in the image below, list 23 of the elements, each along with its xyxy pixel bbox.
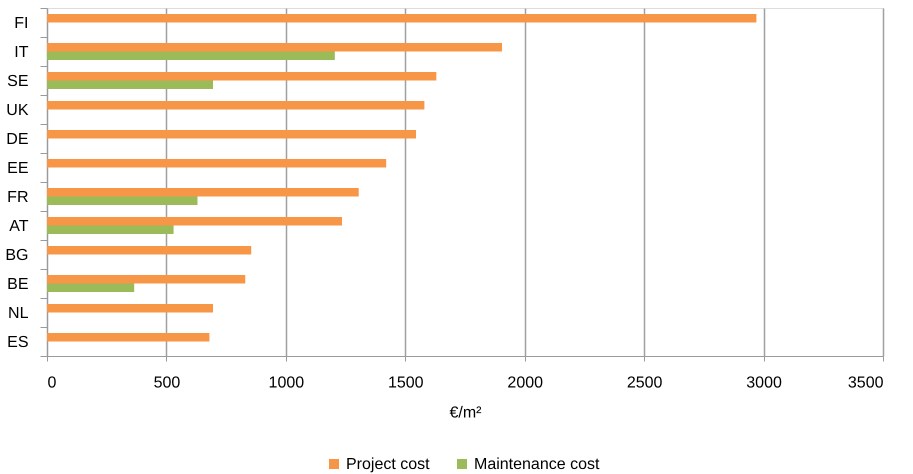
x-tick-label: 3000 [746,374,782,392]
x-tick-label: 2000 [507,374,544,392]
x-axis-title: €/m² [450,404,482,422]
y-tick-label: NL [8,305,29,322]
y-tick-label: FR [7,189,28,206]
y-tick-label: SE [7,73,28,90]
y-tick-label: AT [9,218,29,235]
x-tick-label: 2500 [626,374,663,392]
y-tick-label: FI [14,15,28,32]
x-tick-label: 1000 [268,374,304,392]
y-tick-label: DE [6,131,28,148]
legend-label: Project cost [346,456,430,473]
y-tick-label: IT [14,44,29,61]
legend-label: Maintenance cost [474,456,600,473]
x-tick-label: 1500 [388,374,424,392]
x-tick-label: 0 [48,374,56,392]
y-tick-label: BG [5,247,28,264]
y-tick-label: BE [7,276,28,293]
x-tick-label: 500 [154,374,180,392]
x-tick-label: 3500 [848,374,884,392]
y-tick-label: EE [7,160,28,177]
y-tick-label: ES [7,334,28,351]
y-tick-label: UK [6,102,29,119]
